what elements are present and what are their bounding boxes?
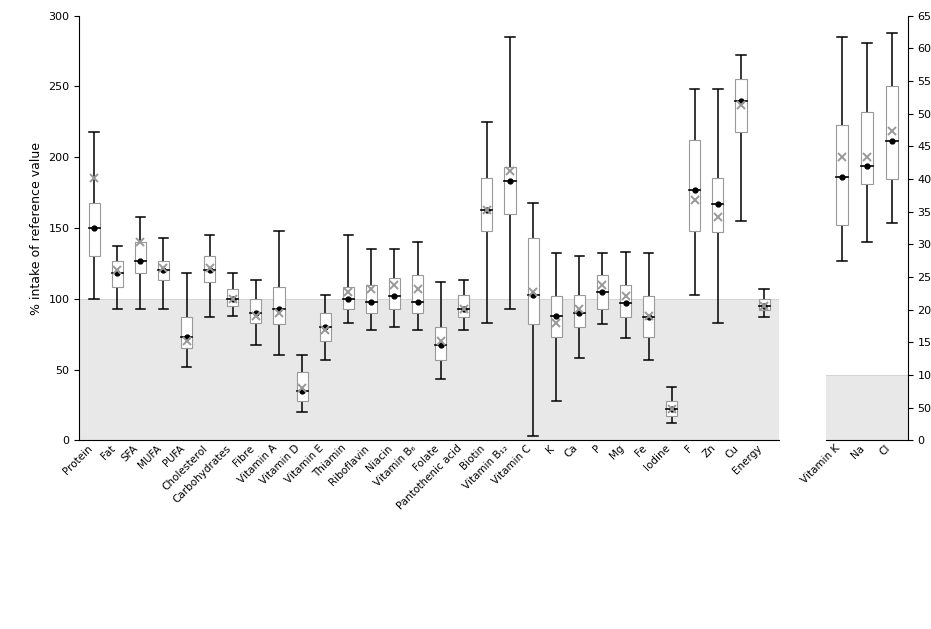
Bar bbox=[112, 260, 123, 287]
Bar bbox=[435, 327, 446, 360]
Bar bbox=[481, 179, 492, 231]
Bar bbox=[528, 238, 539, 325]
Bar bbox=[181, 317, 192, 348]
Bar bbox=[550, 296, 561, 337]
Bar bbox=[389, 277, 400, 309]
Bar bbox=[759, 299, 770, 310]
Bar bbox=[689, 140, 700, 231]
Bar bbox=[643, 296, 654, 337]
Bar bbox=[505, 167, 516, 214]
Bar bbox=[412, 275, 423, 313]
Bar bbox=[861, 112, 873, 184]
Bar bbox=[735, 79, 747, 131]
Bar bbox=[712, 179, 723, 232]
Bar bbox=[88, 203, 100, 257]
Bar bbox=[458, 294, 469, 317]
Bar bbox=[250, 299, 262, 323]
Bar bbox=[204, 257, 215, 282]
Bar bbox=[343, 287, 354, 309]
Bar bbox=[667, 401, 677, 416]
Bar bbox=[297, 372, 307, 401]
Bar bbox=[79, 299, 779, 440]
Bar bbox=[836, 125, 848, 225]
Bar bbox=[274, 287, 285, 325]
Bar bbox=[135, 242, 146, 273]
Bar bbox=[573, 294, 585, 327]
Bar bbox=[319, 313, 331, 341]
Bar bbox=[885, 86, 897, 179]
Bar bbox=[620, 284, 631, 317]
Bar bbox=[366, 284, 377, 313]
Bar bbox=[597, 275, 608, 309]
Bar bbox=[158, 260, 169, 281]
Y-axis label: % intake of reference value: % intake of reference value bbox=[30, 142, 43, 314]
Bar bbox=[826, 375, 908, 440]
Bar bbox=[227, 289, 238, 306]
